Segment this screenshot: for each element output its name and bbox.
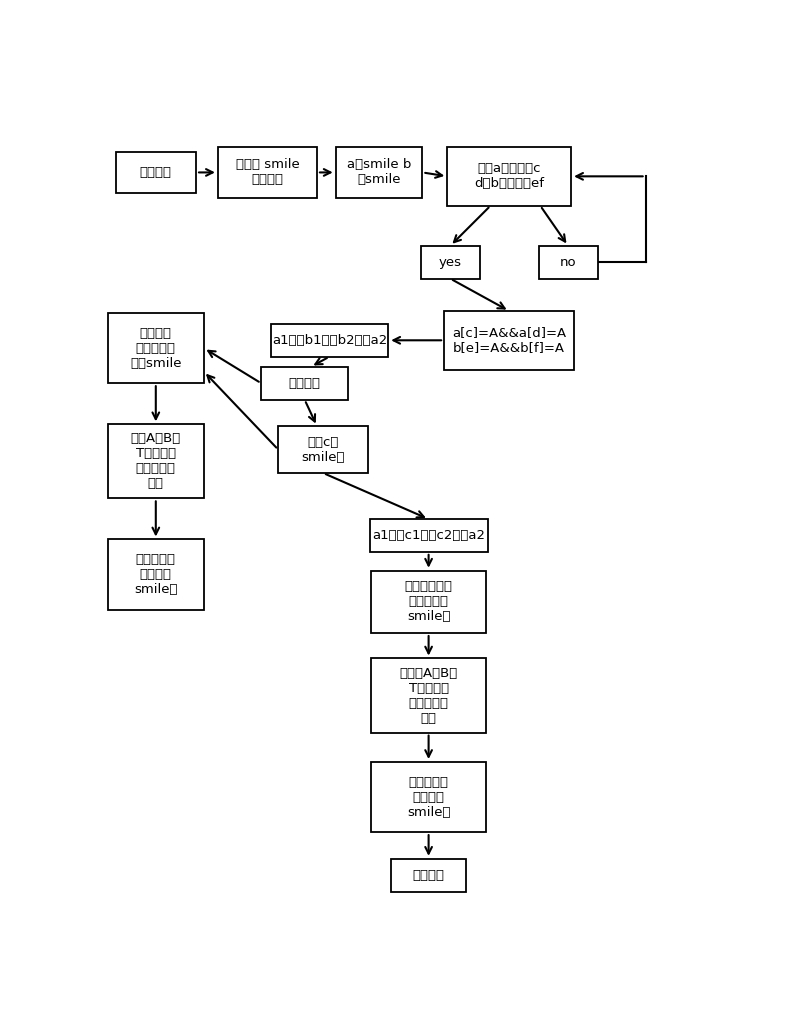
Text: 单环的 smile
式结构库: 单环的 smile 式结构库 [235, 158, 299, 187]
Bar [218, 147, 317, 198]
Text: 含有取代基
的三元环
smile式: 含有取代基 的三元环 smile式 [134, 553, 178, 596]
Bar [108, 313, 204, 383]
Bar [262, 367, 348, 400]
Text: 在有A、B、
T标记的原
子上进行取
代。: 在有A、B、 T标记的原 子上进行取 代。 [130, 432, 181, 491]
Text: a[c]=A&&a[d]=A
b[e]=A&&b[f]=A: a[c]=A&&a[d]=A b[e]=A&&b[f]=A [452, 327, 566, 354]
Text: a环smile b
环smile: a环smile b 环smile [347, 158, 411, 187]
Bar [270, 323, 388, 357]
Text: 确定a环的接点c
d，b环的接点ef: 确定a环的接点c d，b环的接点ef [474, 162, 544, 191]
Text: 调用函数: 调用函数 [289, 377, 321, 389]
Text: 在剩余A、B、
T标记的原
子上进行取
代。: 在剩余A、B、 T标记的原 子上进行取 代。 [399, 666, 458, 725]
Text: 单环c环
smile式: 单环c环 smile式 [302, 436, 345, 463]
Bar [538, 245, 598, 279]
Text: 程序开始: 程序开始 [140, 166, 172, 178]
Text: a1＋（c1）（c2）＋a2: a1＋（c1）（c2）＋a2 [372, 529, 485, 542]
Text: 加和字符串，
生成五元环
smile式: 加和字符串， 生成五元环 smile式 [405, 580, 453, 624]
Text: 含有取代基
的五元环
smile式: 含有取代基 的五元环 smile式 [407, 776, 450, 818]
Bar [370, 519, 487, 552]
Bar [115, 152, 196, 193]
Bar [444, 311, 574, 369]
Text: 程序结束: 程序结束 [413, 869, 445, 881]
Text: a1＋（b1）（b2）＋a2: a1＋（b1）（b2）＋a2 [272, 334, 387, 347]
Bar [371, 762, 486, 832]
Bar [278, 426, 368, 473]
Bar [108, 424, 204, 499]
Bar [371, 658, 486, 733]
Bar [447, 147, 571, 206]
Bar [371, 571, 486, 633]
Text: yes: yes [438, 256, 462, 269]
Text: no: no [560, 256, 577, 269]
Bar [336, 147, 422, 198]
Text: 加和字符
串，生成三
元环smile: 加和字符 串，生成三 元环smile [130, 327, 182, 370]
Bar [391, 859, 466, 891]
Bar [108, 539, 204, 609]
Bar [421, 245, 480, 279]
